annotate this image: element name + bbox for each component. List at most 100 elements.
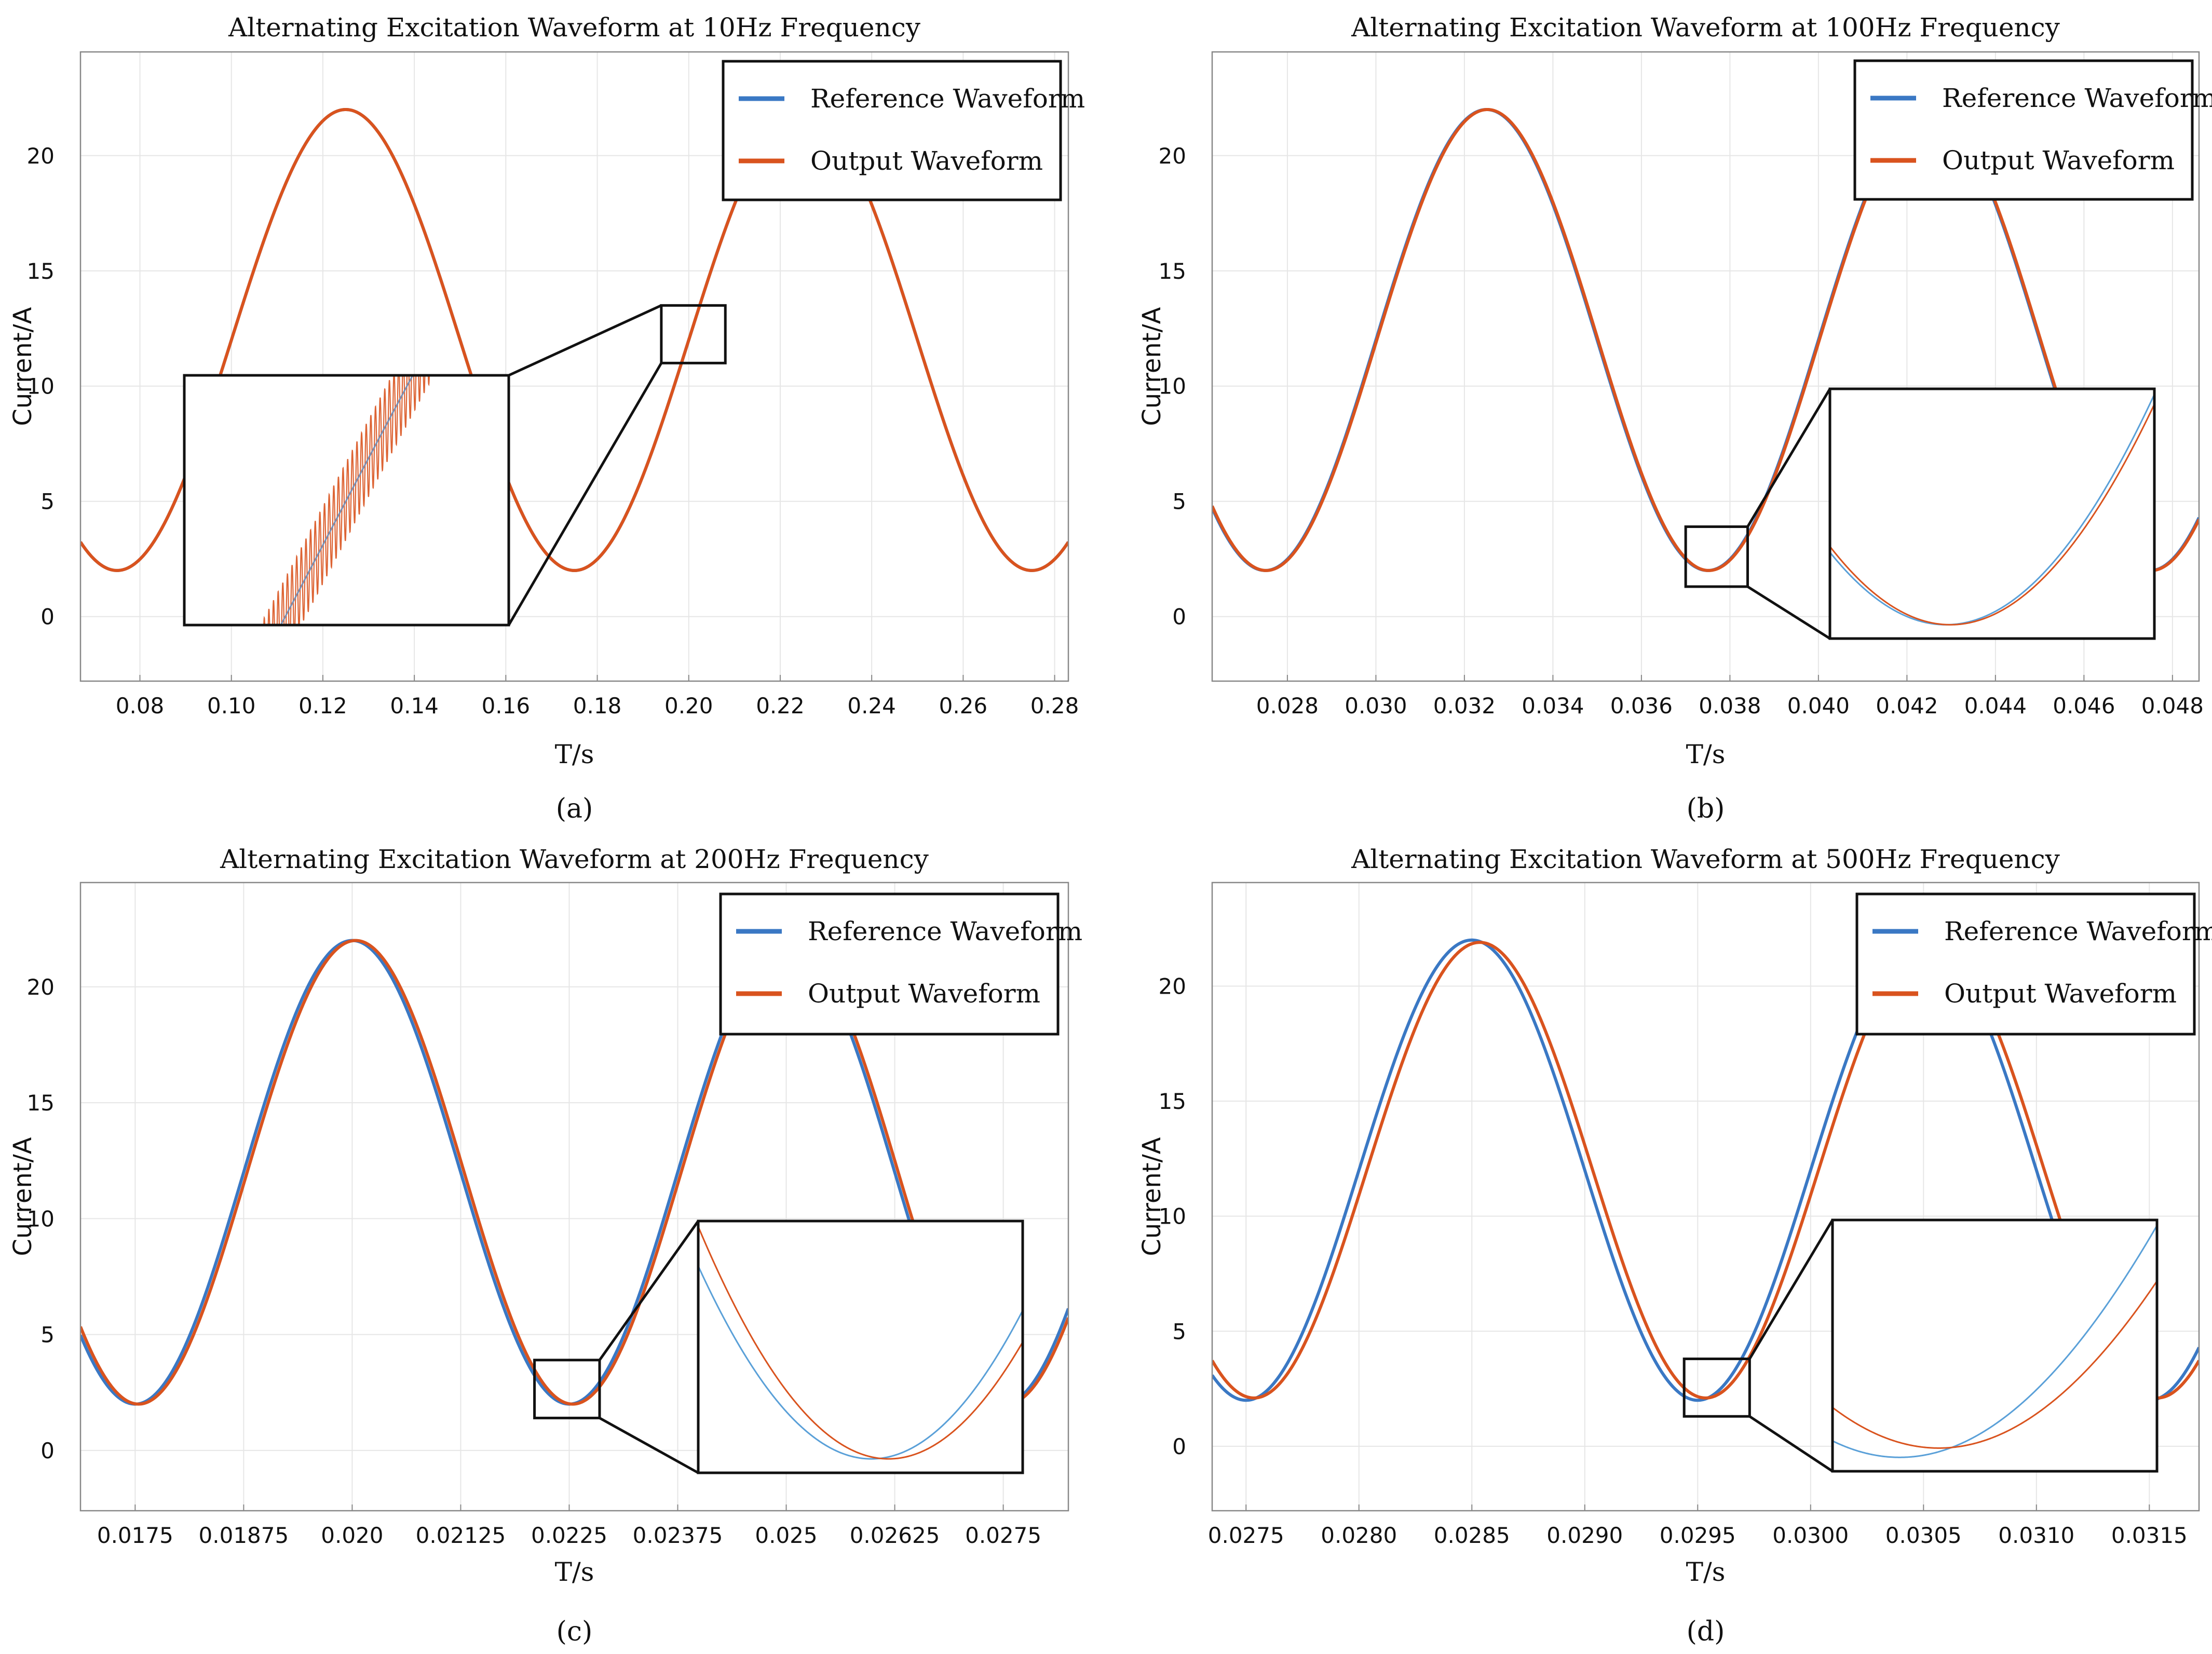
legend: Reference Waveform Output Waveform bbox=[1855, 892, 2212, 1036]
zoom-connector bbox=[1746, 388, 1831, 527]
inset-reference-waveform bbox=[698, 1266, 1023, 1460]
chart-panel-a: 0.08 0.10 0.12 0.14 0.16 0.18 0.20 0.22 0.24 0.26… bbox=[8, 12, 1085, 824]
x-tick-label: 0.0305 bbox=[1885, 1523, 1962, 1548]
legend-label-output: Output Waveform bbox=[810, 146, 1043, 176]
zoom-box bbox=[1682, 1357, 1751, 1418]
legend-box bbox=[722, 60, 1062, 201]
x-tick-label: 0.0290 bbox=[1546, 1523, 1623, 1548]
curves bbox=[80, 107, 1068, 572]
y-tick-label: 20 bbox=[1159, 973, 1186, 999]
inset-curves bbox=[1833, 1225, 2157, 1458]
y-tick-label: 10 bbox=[27, 1206, 55, 1231]
zoom-box bbox=[660, 304, 727, 364]
inset-reference-waveform bbox=[1830, 394, 2154, 626]
inset-output-waveform bbox=[1833, 1280, 2157, 1449]
x-tick-label: 0.20 bbox=[664, 693, 713, 718]
panel-caption: (c) bbox=[557, 1616, 593, 1647]
series-output-waveform bbox=[1212, 107, 2199, 572]
zoom-box bbox=[533, 1359, 601, 1419]
legend-box bbox=[719, 892, 1060, 1036]
y-tick-label: 0 bbox=[1172, 604, 1186, 630]
x-tick-label: 0.030 bbox=[1345, 693, 1407, 718]
legend-label-output: Output Waveform bbox=[1944, 979, 2177, 1009]
chart-title: Alternating Excitation Waveform at 100Hz… bbox=[1351, 12, 2060, 43]
legend: Reference Waveform Output Waveform bbox=[722, 60, 1085, 201]
series-output-waveform bbox=[80, 107, 1068, 572]
x-axis-label: T/s bbox=[1686, 739, 1726, 769]
x-tick-label: 0.0300 bbox=[1772, 1523, 1849, 1548]
curves bbox=[1212, 107, 2199, 572]
inset-curves bbox=[1830, 394, 2154, 626]
y-tick-label: 15 bbox=[1159, 259, 1186, 284]
y-tick-label: 15 bbox=[27, 259, 55, 284]
zoom-connector bbox=[598, 1220, 700, 1361]
y-axis-label: Current/A bbox=[1137, 307, 1166, 426]
inset-background bbox=[1833, 1220, 2157, 1471]
y-tick-label: 5 bbox=[40, 489, 55, 514]
y-tick-label: 10 bbox=[1159, 1204, 1186, 1229]
x-tick-label: 0.0280 bbox=[1321, 1523, 1397, 1548]
legend-label-output: Output Waveform bbox=[808, 979, 1040, 1009]
legend-label-reference: Reference Waveform bbox=[808, 916, 1082, 946]
zoom-connector bbox=[507, 362, 663, 626]
x-tick-label: 0.0315 bbox=[2111, 1523, 2188, 1548]
y-axis-label: Current/A bbox=[8, 1137, 37, 1256]
y-tick-label: 15 bbox=[1159, 1089, 1186, 1114]
zoom-connector bbox=[508, 304, 662, 377]
inset-curves bbox=[698, 1226, 1023, 1460]
panel-caption: (b) bbox=[1687, 793, 1725, 824]
x-axis-label: T/s bbox=[1686, 1557, 1726, 1587]
x-tick-label: 0.02125 bbox=[416, 1523, 506, 1548]
y-tick-label: 10 bbox=[27, 374, 55, 399]
chart-title: Alternating Excitation Waveform at 200Hz… bbox=[220, 844, 929, 874]
axes-frame bbox=[1211, 882, 2200, 1512]
zoom-connector bbox=[1748, 1415, 1834, 1473]
curves bbox=[80, 939, 1068, 1406]
legend: Reference Waveform Output Waveform bbox=[719, 892, 1082, 1036]
x-axis-label: T/s bbox=[555, 1557, 594, 1587]
curves bbox=[1212, 938, 2199, 1402]
x-tick-label: 0.025 bbox=[755, 1523, 817, 1548]
x-tick-label: 0.042 bbox=[1876, 693, 1938, 718]
x-tick-label: 0.0285 bbox=[1434, 1523, 1510, 1548]
x-tick-label: 0.02625 bbox=[850, 1523, 940, 1548]
x-tick-label: 0.028 bbox=[1256, 693, 1319, 718]
x-tick-label: 0.12 bbox=[298, 693, 347, 718]
inset-output-waveform bbox=[1830, 404, 2154, 626]
inset-frame bbox=[697, 1219, 1024, 1474]
inset-frame bbox=[1831, 1218, 2159, 1473]
inset-background bbox=[698, 1221, 1023, 1473]
y-tick-label: 10 bbox=[1159, 374, 1186, 399]
zoom-connector bbox=[1747, 585, 1831, 640]
zoom-box bbox=[1684, 525, 1749, 588]
y-tick-label: 20 bbox=[1159, 143, 1186, 169]
x-tick-label: 0.044 bbox=[1964, 693, 2027, 718]
inset-reference-waveform bbox=[280, 375, 414, 625]
x-tick-label: 0.040 bbox=[1787, 693, 1850, 718]
axes-frame bbox=[79, 51, 1069, 682]
legend-label-output: Output Waveform bbox=[1942, 145, 2175, 175]
x-tick-label: 0.0225 bbox=[531, 1523, 607, 1548]
y-tick-label: 20 bbox=[27, 143, 55, 169]
series-output-waveform bbox=[1212, 941, 2199, 1400]
x-tick-label: 0.048 bbox=[2141, 693, 2204, 718]
legend-box bbox=[1853, 59, 2194, 201]
axes-frame bbox=[79, 882, 1069, 1512]
inset-output-waveform bbox=[698, 1226, 1023, 1460]
inset-reference-waveform bbox=[1833, 1225, 2157, 1458]
x-tick-label: 0.22 bbox=[756, 693, 805, 718]
inset-curves bbox=[263, 375, 435, 625]
x-tick-label: 0.0175 bbox=[97, 1523, 173, 1548]
legend-box bbox=[1855, 892, 2196, 1036]
x-tick-label: 0.24 bbox=[847, 693, 896, 718]
zoom-connector bbox=[1748, 1219, 1834, 1360]
x-tick-label: 0.0295 bbox=[1660, 1523, 1736, 1548]
inset-background bbox=[1830, 389, 2154, 639]
legend: Reference Waveform Output Waveform bbox=[1853, 59, 2212, 201]
x-tick-label: 0.02375 bbox=[633, 1523, 723, 1548]
y-tick-label: 0 bbox=[1172, 1434, 1186, 1459]
legend-label-reference: Reference Waveform bbox=[1944, 916, 2212, 946]
x-tick-label: 0.16 bbox=[482, 693, 531, 718]
legend-label-reference: Reference Waveform bbox=[810, 84, 1085, 114]
